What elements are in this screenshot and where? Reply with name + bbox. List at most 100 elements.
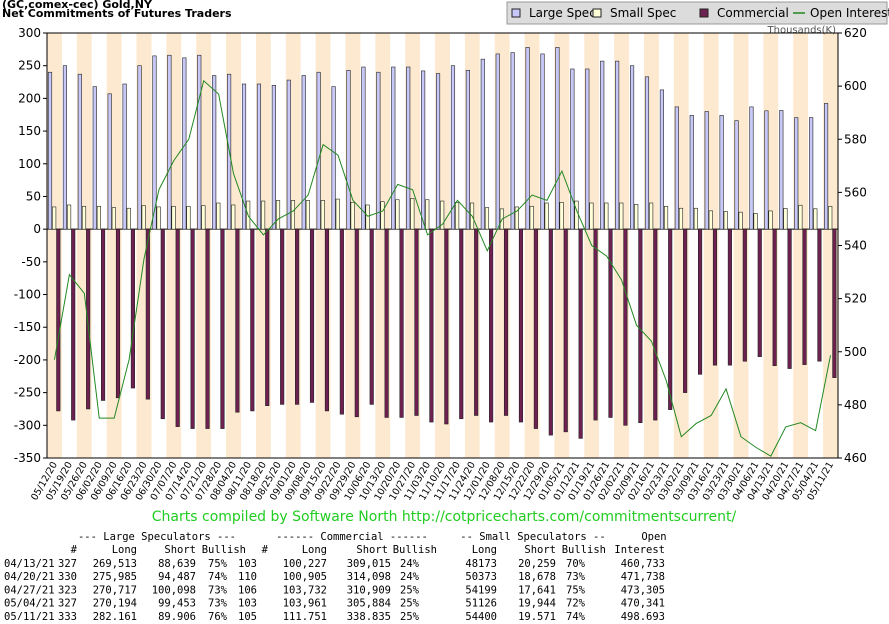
bar	[369, 228, 374, 405]
bar	[450, 65, 456, 230]
table-cell: 88,639	[158, 558, 196, 570]
bar	[286, 79, 291, 230]
table-cell: 74%	[208, 571, 228, 583]
bar	[380, 201, 385, 230]
bar	[723, 211, 728, 230]
legend-swatch	[592, 8, 602, 18]
table-cell: 100,098	[152, 584, 196, 596]
table-cell: 51126	[465, 598, 497, 610]
table-cell: 54400	[465, 611, 497, 620]
table-cell: 94,487	[158, 571, 196, 583]
bar	[71, 228, 76, 421]
table-cell: 75%	[208, 558, 228, 570]
chart-subtitle: Net Commitments of Futures Traders	[2, 7, 232, 20]
bar	[619, 202, 624, 230]
table-cell: 25%	[400, 598, 420, 610]
bar	[384, 228, 389, 418]
table-cell: 498,693	[621, 611, 665, 620]
legend-label: Small Spec	[610, 6, 676, 20]
bar	[719, 115, 724, 230]
table-cell: 106	[238, 584, 257, 596]
bar	[265, 228, 270, 406]
bar	[365, 204, 370, 230]
table-cell: 310,909	[347, 584, 391, 596]
table-cell: 105	[238, 611, 257, 620]
bar	[305, 200, 310, 230]
table-cell: 110	[238, 571, 257, 583]
table-cell: 05/04/21	[4, 598, 55, 610]
bar	[608, 228, 613, 418]
bar	[455, 202, 460, 230]
table-column-header: Short	[524, 544, 556, 556]
y-tick-label: -350	[14, 451, 41, 465]
table-cell: 73%	[208, 598, 228, 610]
table-cell: 70%	[566, 558, 586, 570]
bar	[111, 207, 116, 230]
bar	[52, 206, 57, 230]
table-cell: 460,733	[621, 558, 665, 570]
bar	[201, 205, 206, 230]
table-cell: 270,717	[93, 584, 137, 596]
bar	[634, 204, 639, 230]
table-cell: 72%	[566, 598, 586, 610]
bar	[708, 210, 713, 230]
table-group-header: ------ Commercial ------	[276, 531, 428, 543]
legend-label: Large Spec	[529, 6, 596, 20]
line	[53, 79, 832, 457]
bar	[301, 75, 306, 230]
bar	[824, 103, 829, 230]
table-cell: 471,738	[621, 571, 665, 583]
bar	[465, 69, 470, 230]
bar	[350, 202, 355, 230]
bar	[697, 228, 703, 375]
bar	[525, 47, 530, 230]
bar	[817, 228, 822, 362]
bar	[802, 228, 807, 365]
bar	[727, 228, 732, 366]
table-column-header: Bullish	[562, 544, 606, 556]
bar	[346, 69, 351, 230]
bar	[704, 111, 709, 230]
bar	[544, 202, 549, 230]
table-cell: 270,194	[93, 598, 137, 610]
plot-background	[47, 33, 838, 458]
y-tick-label: -250	[14, 386, 41, 400]
table-column-header: Short	[164, 544, 196, 556]
bar	[813, 208, 818, 230]
bar	[410, 198, 415, 230]
bar	[216, 202, 221, 230]
table-cell: 282,161	[93, 611, 137, 620]
y-tick-label: -150	[14, 320, 41, 334]
bar	[391, 66, 396, 230]
bar	[653, 228, 658, 421]
table-cell: 17,641	[518, 584, 556, 596]
bar	[548, 228, 553, 436]
y2-axis-label: Thousands(K)	[767, 25, 837, 36]
table-cell: 18,678	[518, 571, 556, 583]
table-cell: 314,098	[347, 571, 391, 583]
table-cell: 305,884	[347, 598, 391, 610]
y2-tick-label: 540	[844, 239, 867, 253]
bar	[480, 58, 485, 230]
bar	[474, 228, 479, 416]
bar	[354, 228, 359, 418]
bar	[529, 205, 534, 230]
table-cell: 50373	[465, 571, 497, 583]
footer: Charts compiled by Software North http:/…	[152, 509, 737, 525]
bar	[92, 86, 97, 230]
bar	[130, 228, 135, 389]
bar	[331, 86, 336, 230]
legend-label: Open Interest	[810, 6, 889, 20]
bar	[67, 204, 72, 230]
bar	[533, 228, 538, 429]
table-cell: 75%	[566, 584, 586, 596]
chart-title: (GC,comex-cec) Gold,NY	[2, 0, 153, 11]
bar	[630, 65, 635, 230]
bar	[734, 120, 739, 230]
bar	[145, 228, 150, 400]
table-group-header: Open	[641, 531, 666, 543]
y-tick-label: -50	[21, 255, 41, 269]
bar	[320, 200, 325, 230]
table-column-header: Bullish	[393, 544, 437, 556]
bar	[126, 207, 131, 230]
